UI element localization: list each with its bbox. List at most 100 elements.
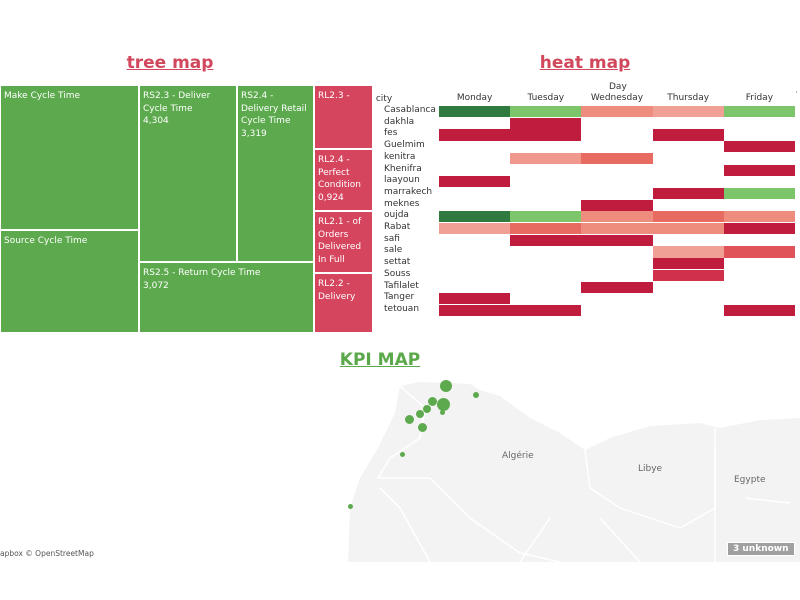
heatmap-column-header: Wednesday (590, 93, 644, 103)
edge-fragment: · (795, 88, 798, 98)
heatmap-cell[interactable] (439, 223, 511, 235)
treemap-cell[interactable]: RS2.3 - Deliver Cycle Time 4,304 (139, 85, 237, 262)
heatmap-cell[interactable] (510, 106, 582, 118)
heatmap-column-header: Tuesday (527, 93, 565, 103)
heatmap-cell[interactable] (652, 187, 724, 200)
heatmap-city-header: city (375, 94, 393, 104)
map-dot[interactable] (400, 452, 405, 457)
map-dot[interactable] (473, 392, 479, 398)
treemap-cell[interactable]: RS2.4 - Delivery Retail Cycle Time 3,319 (237, 85, 314, 262)
heatmap-row-label: dakhla (384, 116, 415, 127)
heatmap-cell[interactable] (652, 223, 724, 235)
heatmap-cell[interactable] (439, 129, 511, 141)
kpi-map[interactable]: Algérie Libye Egypte (0, 378, 800, 562)
heatmap-cell[interactable] (581, 223, 653, 235)
treemap-cell-label: RL2.4 - Perfect Condition (318, 155, 361, 190)
heatmap-cell[interactable] (652, 258, 724, 270)
heatmap-cell[interactable] (652, 269, 724, 281)
heatmap-row-label: sale (384, 245, 403, 256)
treemap-cell[interactable]: RL2.2 - Delivery (314, 273, 373, 333)
heatmap-row-label: Khenifra (384, 163, 422, 174)
heatmap-cell[interactable] (439, 176, 511, 188)
treemap-cell[interactable]: RL2.4 - Perfect Condition 0,924 (314, 149, 373, 211)
heatmap-cell[interactable] (439, 304, 511, 317)
heatmap-cell[interactable] (652, 106, 724, 118)
heatmap-row-label: meknes (384, 198, 420, 209)
map-dot[interactable] (416, 410, 424, 418)
treemap-cell-value: 4,304 (143, 116, 169, 126)
heatmap-cell[interactable] (581, 152, 653, 164)
treemap-cell[interactable]: RL2.1 - of Orders Delivered In Full (314, 211, 373, 273)
treemap-cell-value: 0,924 (318, 192, 344, 203)
treemap-cell-label: Source Cycle Time (4, 236, 88, 246)
country-label: Egypte (734, 475, 766, 485)
heatmap-cell[interactable] (652, 246, 724, 258)
heatmap-cell[interactable] (723, 246, 795, 258)
map-dot[interactable] (437, 398, 450, 411)
heatmap-cell[interactable] (723, 164, 795, 176)
heatmap-cell[interactable] (723, 141, 795, 153)
heatmap-cell[interactable] (439, 211, 511, 223)
heatmap-row-label: Tafilalet (384, 280, 419, 291)
heatmap-row-label: Guelmim (384, 140, 425, 151)
country-label: Libye (638, 464, 663, 474)
treemap-cell[interactable]: RL2.3 - (314, 85, 373, 149)
heatmap-cell[interactable] (581, 211, 653, 223)
treemap-cell-value: 3,319 (241, 128, 267, 139)
heatmap-cell[interactable] (581, 234, 653, 246)
heatmap-cell[interactable] (581, 106, 653, 118)
treemap-title: tree map (126, 53, 214, 73)
treemap-cell[interactable]: Make Cycle Time (0, 85, 139, 230)
heatmap-cell[interactable] (723, 304, 795, 317)
heatmap-cell[interactable] (723, 211, 795, 223)
heatmap-cell[interactable] (723, 223, 795, 235)
heatmap-cell[interactable] (723, 106, 795, 118)
heatmap-cell[interactable] (510, 117, 582, 129)
heatmap: Day city Monday Tuesday Wednesday Thursday F… (376, 80, 800, 320)
heatmap-cell[interactable] (510, 211, 582, 223)
map-dot[interactable] (423, 405, 431, 413)
map-dot[interactable] (418, 423, 427, 432)
heatmap-column-header: Monday (456, 93, 493, 103)
heatmap-row-label: settat (384, 257, 411, 268)
map-dot[interactable] (405, 415, 414, 424)
heatmap-day-header: Day (609, 82, 627, 92)
treemap-cell-label: RL2.2 - Delivery (318, 279, 356, 302)
heatmap-row-label: kenitra (384, 151, 416, 162)
map-attribution[interactable]: apbox © OpenStreetMap (0, 549, 94, 558)
country-label: Algérie (502, 451, 534, 461)
heatmap-cell[interactable] (652, 211, 724, 223)
heatmap-row-label: Tanger (384, 292, 415, 303)
map-dot[interactable] (440, 410, 445, 415)
heatmap-cell[interactable] (510, 152, 582, 164)
heatmap-cell[interactable] (723, 187, 795, 200)
heatmap-row-label: laayoun (384, 175, 420, 186)
treemap-cell-label: RL2.1 - of Orders Delivered In Full (318, 217, 362, 265)
heatmap-row-label: marrakech (384, 186, 433, 197)
heatmap-cell[interactable] (439, 106, 511, 118)
map-dot[interactable] (428, 397, 437, 406)
heatmap-row-label: fes (384, 128, 398, 139)
unknown-badge[interactable]: 3 unknown (727, 542, 795, 556)
map-dot[interactable] (348, 504, 353, 509)
heatmap-cell[interactable] (581, 199, 653, 211)
heatmap-cell[interactable] (510, 223, 582, 235)
heatmap-cell[interactable] (510, 129, 582, 141)
heatmap-cell[interactable] (510, 304, 582, 317)
treemap-cell[interactable]: RS2.5 - Return Cycle Time 3,072 (139, 262, 314, 333)
treemap-cell-label: RS2.3 - Deliver Cycle Time (143, 91, 211, 114)
treemap-cell-value: 3,072 (143, 280, 169, 291)
heatmap-row-label: oujda (384, 210, 409, 221)
heatmap-row-label: tetouan (384, 303, 420, 314)
heatmap-cell[interactable] (581, 281, 653, 293)
heatmap-row-label: safi (384, 233, 400, 244)
map-dot[interactable] (440, 380, 452, 392)
treemap-cell-label: RS2.5 - Return Cycle Time (143, 268, 261, 278)
heatmap-column-header: Friday (745, 93, 774, 103)
heatmap-cell[interactable] (510, 234, 582, 246)
treemap-cell[interactable]: Source Cycle Time (0, 230, 139, 333)
heatmap-cell[interactable] (652, 129, 724, 141)
kpi-map-title: KPI MAP (339, 350, 421, 370)
heatmap-cell[interactable] (439, 293, 511, 305)
treemap-cell-label: RL2.3 - (318, 91, 350, 101)
